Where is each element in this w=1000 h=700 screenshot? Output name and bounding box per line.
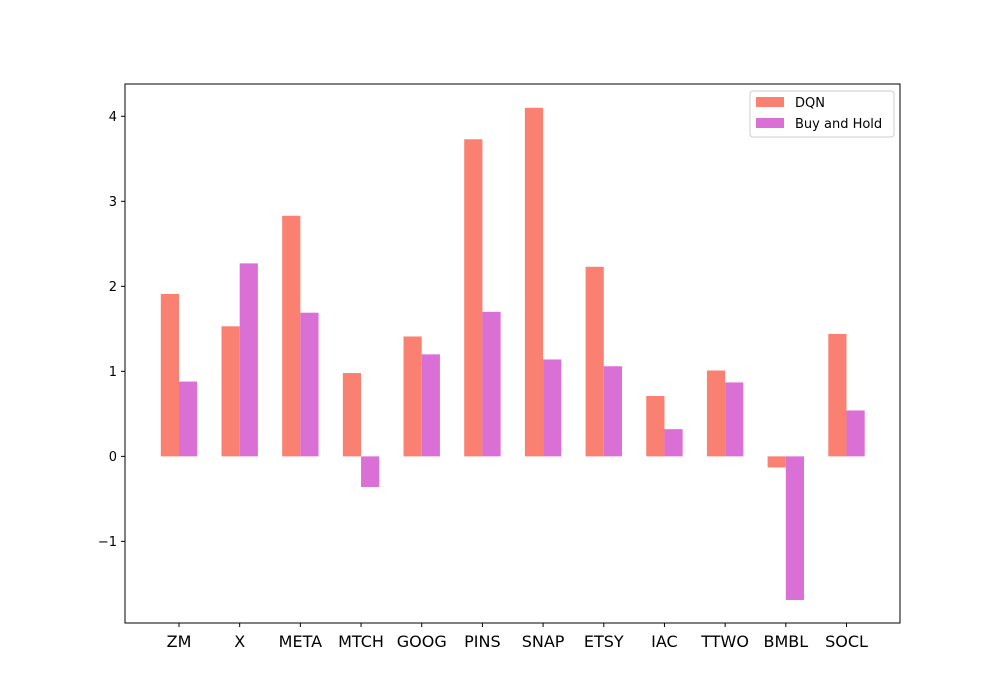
legend-swatch-dqn bbox=[756, 97, 784, 107]
bar-dqn-socl bbox=[828, 333, 847, 457]
x-tick-label-goog: GOOG bbox=[397, 632, 447, 651]
bar-buy-and-hold-goog bbox=[421, 354, 440, 457]
bar-buy-and-hold-ttwo bbox=[725, 382, 744, 457]
bar-buy-and-hold-bmbl bbox=[785, 456, 805, 601]
bar-buy-and-hold-etsy bbox=[603, 366, 622, 457]
bar-buy-and-hold-pins bbox=[482, 311, 501, 457]
x-tick-label-bmbl: BMBL bbox=[763, 632, 808, 651]
bar-buy-and-hold-zm bbox=[179, 381, 198, 457]
legend-label-dqn: DQN bbox=[795, 96, 825, 111]
x-tick-label-etsy: ETSY bbox=[584, 632, 624, 651]
y-tick-label: 3 bbox=[109, 195, 117, 210]
legend-box bbox=[749, 90, 895, 138]
bar-dqn-etsy bbox=[585, 266, 604, 457]
bar-buy-and-hold-socl bbox=[846, 410, 865, 457]
y-tick-label: −1 bbox=[98, 535, 117, 550]
legend-swatch-buy-and-hold bbox=[756, 118, 784, 128]
y-tick-label: 0 bbox=[109, 450, 117, 465]
bar-buy-and-hold-snap bbox=[543, 359, 562, 457]
y-tick-label: 2 bbox=[109, 280, 117, 295]
plot-frame bbox=[124, 83, 901, 624]
bar-dqn-zm bbox=[160, 293, 179, 457]
legend: DQN Buy and Hold bbox=[749, 90, 895, 138]
bar-buy-and-hold-mtch bbox=[361, 456, 380, 487]
bar-buy-and-hold-meta bbox=[300, 312, 319, 457]
bar-dqn-mtch bbox=[342, 373, 362, 457]
bar-buy-and-hold-iac bbox=[664, 429, 683, 457]
bar-dqn-goog bbox=[403, 336, 422, 457]
y-tick-label: 4 bbox=[109, 110, 117, 125]
x-tick-label-mtch: MTCH bbox=[338, 632, 384, 651]
x-tick-label-snap: SNAP bbox=[522, 632, 565, 651]
x-axis: ZM X META MTCH GOOG PINS SNAP ETSY IAC TTWO BMBL SO… bbox=[167, 623, 868, 651]
x-tick-label-socl: SOCL bbox=[825, 632, 868, 651]
bars-group bbox=[160, 107, 865, 601]
y-axis: −1 0 1 2 3 4 bbox=[98, 110, 125, 550]
bar-buy-and-hold-x bbox=[239, 263, 258, 457]
bar-dqn-x bbox=[221, 326, 240, 457]
bar-dqn-snap bbox=[524, 107, 544, 457]
legend-label-buy-and-hold: Buy and Hold bbox=[795, 117, 882, 132]
x-tick-label-iac: IAC bbox=[651, 632, 678, 651]
bar-dqn-bmbl bbox=[767, 456, 786, 468]
bar-dqn-pins bbox=[464, 139, 483, 457]
y-tick-label: 1 bbox=[109, 365, 117, 380]
x-tick-label-ttwo: TTWO bbox=[700, 632, 749, 651]
x-tick-label-x: X bbox=[234, 632, 245, 651]
x-tick-label-meta: META bbox=[279, 632, 322, 651]
x-tick-label-zm: ZM bbox=[167, 632, 192, 651]
bar-dqn-meta bbox=[282, 215, 301, 457]
bar-dqn-iac bbox=[646, 396, 665, 457]
x-tick-label-pins: PINS bbox=[464, 632, 501, 651]
bar-dqn-ttwo bbox=[706, 370, 726, 457]
